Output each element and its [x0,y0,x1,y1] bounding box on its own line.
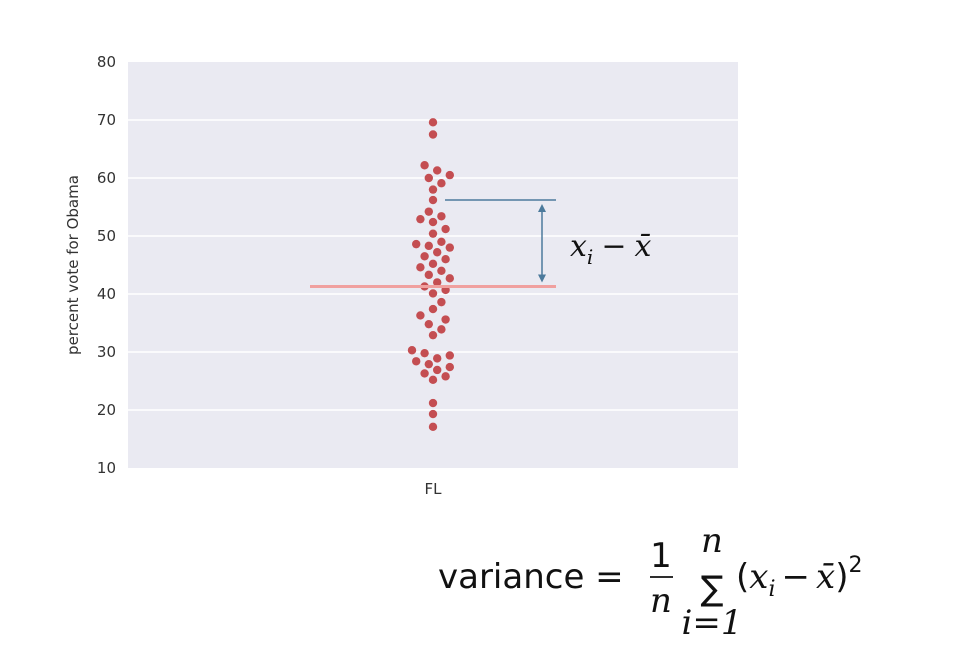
data-point [424,359,433,369]
data-point [428,422,438,432]
data-point [428,398,438,408]
arrow-head-up [538,204,546,213]
data-point [420,161,429,170]
data-point [420,252,429,261]
formula-paren-open: ( [736,557,749,597]
formula-body: (xi − x̄)2 [736,553,862,602]
data-point [428,259,438,269]
data-point [412,357,421,366]
y-tick-label-50: 50 [97,227,116,245]
swarm-points [407,118,454,432]
variance-formula: variance = 1 n n ∑ i=1 (xi − x̄)2 [438,521,862,643]
data-point [424,319,433,329]
formula-subscript-i: i [768,577,775,602]
y-axis-label: percent vote for Obama [64,175,82,355]
arrow-head-down [538,274,546,283]
data-point [445,243,454,252]
data-point [428,130,438,139]
data-point [420,348,429,358]
x-tick-label-fl: FL [425,480,443,498]
formula-fraction-numerator: 1 [650,536,672,576]
data-point [437,325,446,334]
data-point [428,229,438,238]
data-point [428,217,438,227]
data-point [445,274,454,283]
data-point [424,241,433,251]
data-point [428,330,438,340]
data-point [428,304,438,314]
formula-xbar: x̄ [816,557,835,597]
data-point [433,166,442,175]
formula-fraction-denominator: n [650,581,672,621]
data-point [428,185,438,194]
formula-minus: − [782,557,811,597]
data-point [412,239,421,249]
data-point [433,278,442,287]
data-point [437,237,446,246]
data-point [428,375,438,385]
y-tick-label-60: 60 [97,169,116,187]
formula-sigma: ∑ [701,569,724,609]
y-tick-label-40: 40 [97,285,116,303]
data-point [416,263,425,272]
data-point [424,270,433,280]
formula-x: x [749,557,768,597]
data-point [424,207,433,216]
data-point [445,362,454,372]
y-tick-labels: 10 20 30 40 50 60 70 80 [97,53,116,477]
data-point [428,118,438,127]
formula-power: 2 [848,553,862,578]
formula-paren-close: ) [835,557,848,597]
data-point [428,289,438,298]
y-tick-label-80: 80 [97,53,116,71]
data-point [441,224,450,234]
data-point [416,311,425,320]
data-point [441,372,450,381]
data-point [433,354,442,363]
y-tick-label-30: 30 [97,343,116,361]
data-point [416,214,425,224]
data-point [445,170,454,180]
data-point [433,248,442,257]
data-point [437,266,446,275]
y-tick-label-20: 20 [97,401,116,419]
data-point [445,351,454,360]
data-point [424,173,433,183]
data-point [441,315,450,324]
data-point [420,369,429,378]
data-point [437,297,446,307]
data-point [428,409,438,419]
deviation-annotation: xi − x̄ [570,229,651,269]
data-point [428,195,438,205]
data-point [437,212,446,221]
formula-sum-upper: n [701,521,723,561]
y-tick-label-10: 10 [97,459,116,477]
data-point [407,346,417,355]
formula-lhs: variance = [438,557,624,597]
data-point [441,255,450,264]
formula-sum-lower: i=1 [682,603,743,643]
data-point [437,179,446,188]
data-point [433,365,442,375]
y-tick-label-70: 70 [97,111,116,129]
